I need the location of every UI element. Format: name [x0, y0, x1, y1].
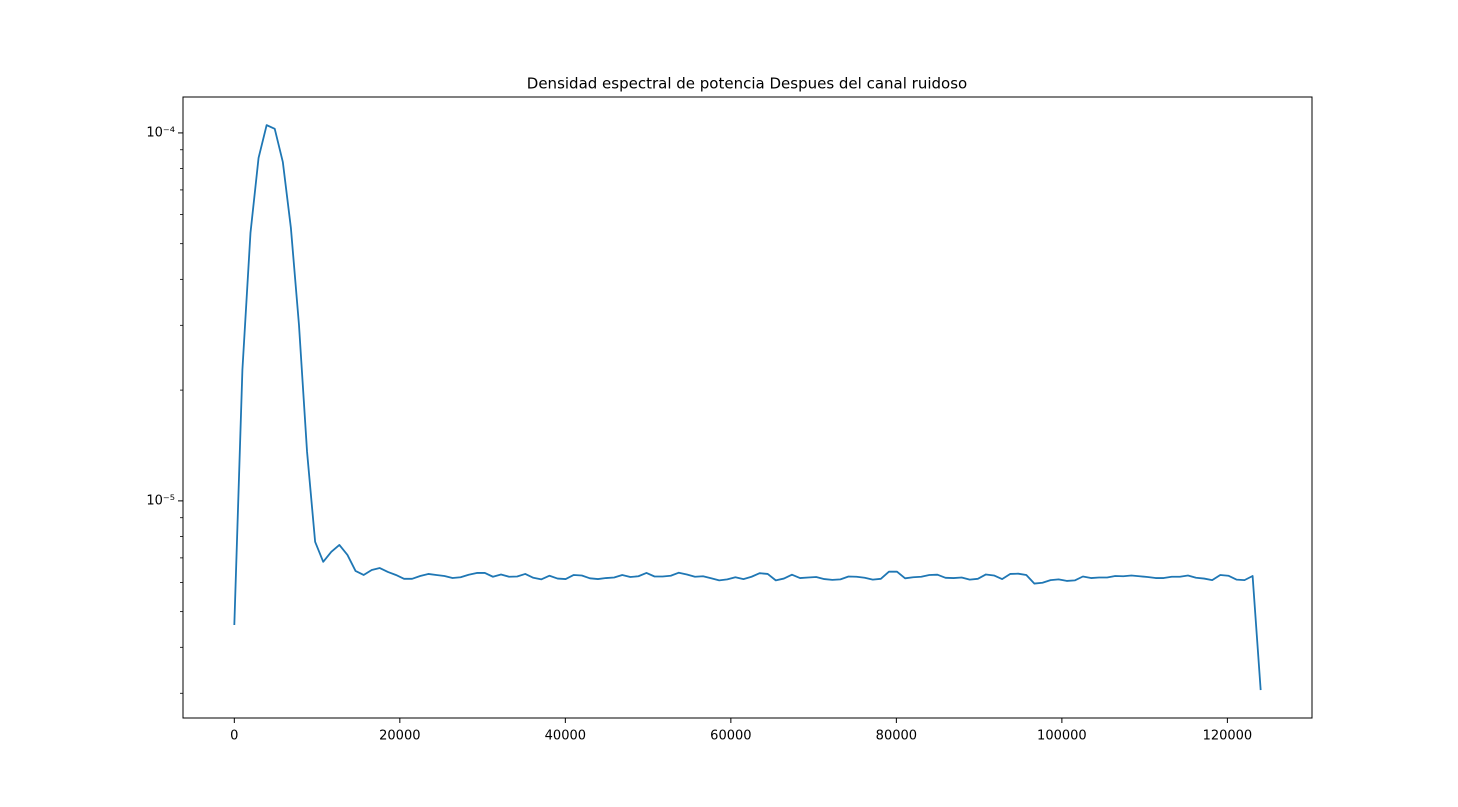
line — [233, 124, 1262, 691]
x-tick-label: 120000 — [1203, 729, 1253, 744]
plot-frame — [182, 96, 1313, 719]
x-tick-label: 0 — [230, 729, 238, 744]
x-tick-label: 100000 — [1037, 729, 1087, 744]
y-tick-label: 10⁻⁵ — [146, 493, 175, 508]
x-tick-label: 80000 — [876, 729, 917, 744]
y-tick-label: 10⁻⁴ — [146, 125, 175, 140]
x-tick-label: 20000 — [379, 729, 420, 744]
chart-title: Densidad espectral de potencia Despues d… — [527, 75, 967, 93]
x-tick-label: 40000 — [545, 729, 586, 744]
x-tick-label: 60000 — [710, 729, 751, 744]
